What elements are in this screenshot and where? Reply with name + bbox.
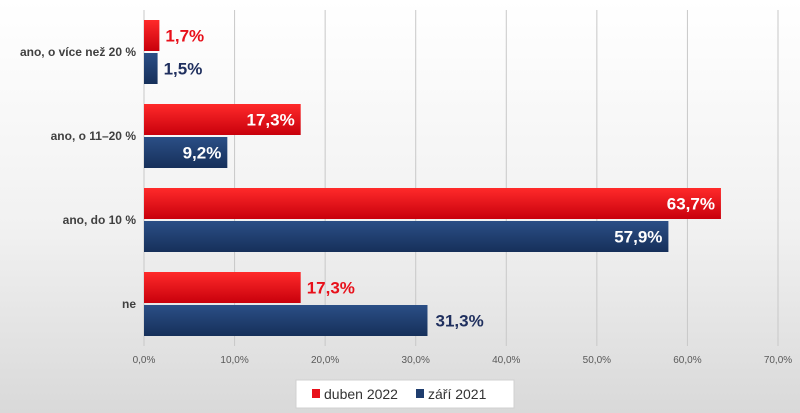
axes: 0,0% 10,0% 20,0% 30,0% 40,0% 50,0% 60,0% 70,0% a…	[20, 45, 792, 366]
category-label: ano, do 10 %	[63, 213, 137, 227]
x-tick-label: 70,0%	[764, 355, 792, 366]
legend: duben 2022 září 2021	[295, 379, 515, 409]
data-label: 17,3%	[307, 279, 355, 298]
x-tick-label: 50,0%	[583, 355, 611, 366]
legend-swatch-duben-2022	[312, 389, 320, 398]
gridlines	[143, 10, 779, 346]
data-label: 1,5%	[164, 60, 203, 79]
x-tick-label: 20,0%	[311, 355, 339, 366]
x-tick-label: 60,0%	[673, 355, 701, 366]
legend-label: duben 2022	[324, 386, 398, 402]
data-label: 17,3%	[246, 111, 294, 130]
legend-box	[295, 379, 515, 409]
data-label: 57,9%	[614, 228, 662, 247]
legend-label: září 2021	[428, 386, 487, 402]
bar-zari-2021	[144, 53, 158, 84]
bar-zari-2021	[144, 305, 428, 336]
bars	[144, 20, 721, 336]
data-labels: 1,7% 1,5% 17,3% 9,2% 63,7% 57,9% 17,3% 31,3%	[164, 27, 715, 331]
category-label: ano, o více než 20 %	[20, 45, 136, 59]
bar-duben-2022	[144, 272, 301, 303]
data-label: 1,7%	[165, 27, 204, 46]
data-label: 9,2%	[183, 144, 222, 163]
category-label: ne	[122, 297, 136, 311]
data-label: 63,7%	[667, 195, 715, 214]
category-label: ano, o 11–20 %	[51, 129, 137, 143]
x-tick-label: 40,0%	[492, 355, 520, 366]
bar-zari-2021	[144, 221, 669, 252]
data-label: 31,3%	[435, 312, 483, 331]
bar-zari-2021	[144, 137, 228, 168]
legend-swatch-zari-2021	[416, 389, 424, 398]
bar-duben-2022	[144, 104, 301, 135]
x-tick-label: 0,0%	[133, 355, 156, 366]
x-tick-label: 30,0%	[402, 355, 430, 366]
x-tick-label: 10,0%	[220, 355, 248, 366]
bar-duben-2022	[144, 20, 160, 51]
bar-duben-2022	[144, 188, 721, 219]
